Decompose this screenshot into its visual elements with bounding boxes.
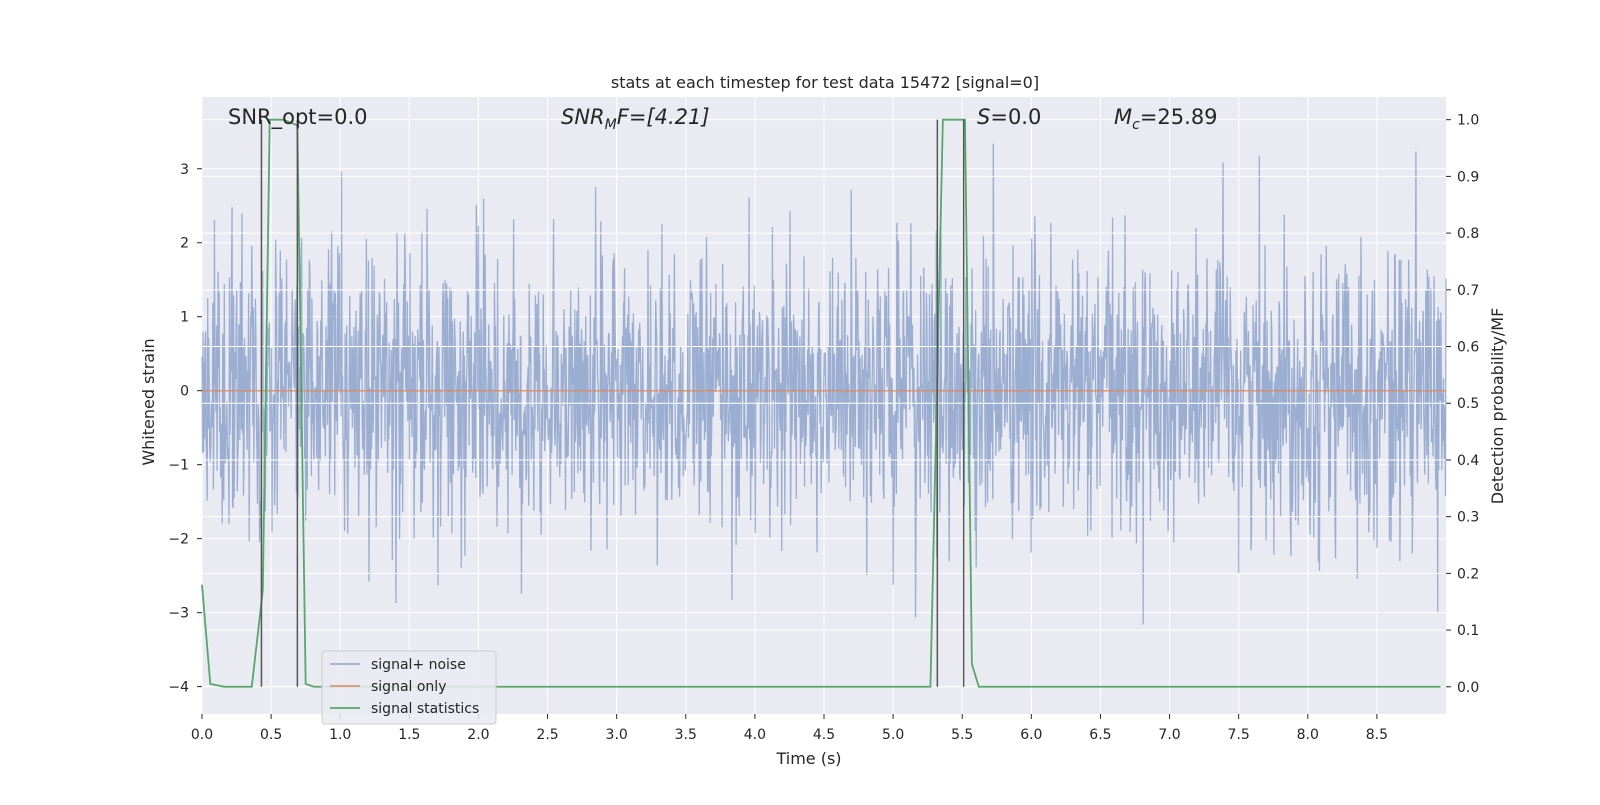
x-tick-label: 2.5 [536,727,558,743]
y-tick-label: −3 [168,606,189,622]
legend-box [321,650,497,725]
x-tick-label: 6.0 [1020,727,1042,743]
annotation-s: S=0.0 [977,105,1041,129]
legend-label-signal-statistics: signal statistics [371,701,479,717]
x-tick-label: 1.5 [398,727,420,743]
x-tick-label: 7.5 [1228,727,1250,743]
x-tick-label: 6.5 [1089,727,1111,743]
y-tick-label: 0 [180,384,189,400]
legend-label-signal-only: signal only [371,679,446,695]
annotation-snr-mf: SNRMF=[4.21] [561,105,710,133]
annotation-s-value: =0.0 [990,105,1041,129]
series-signal-noise-line [201,143,1447,625]
x-tick-label: 0.0 [191,727,213,743]
x-tick-label: 5.0 [882,727,904,743]
x-tick-label: 7.0 [1158,727,1180,743]
annotation-mc-value: =25.89 [1140,105,1218,129]
y-right-tick-label: 0.9 [1457,169,1479,185]
y-right-tick-label: 1.0 [1457,113,1479,129]
x-tick-label: 4.5 [813,727,835,743]
x-tick-label: 0.5 [260,727,282,743]
x-tick-label: 3.5 [675,727,697,743]
y-right-tick-label: 0.6 [1457,340,1479,356]
y-right-tick-label: 0.0 [1457,680,1479,696]
x-axis-label: Time (s) [775,749,841,768]
x-tick-label: 1.0 [329,727,351,743]
legend-label-signal-noise: signal+ noise [371,657,466,673]
x-tick-label: 4.0 [744,727,766,743]
y-tick-label: 2 [180,236,189,252]
y-tick-label: 3 [180,162,189,178]
legend: signal+ noise signal only signal statist… [321,650,497,725]
annotation-snr-mf-rest: F=[4.21] [617,105,710,129]
event-bars [260,119,965,687]
y-right-tick-label: 0.1 [1457,623,1479,639]
ticks: 0.0 0.5 1.0 1.5 2.0 2.5 3.0 3.5 4.0 4.5 5.0 5.5 6.0 6… [168,113,1479,743]
annotation-snr-opt: SNR_opt=0.0 [228,105,368,130]
y-axis-label: Whitened strain [139,338,158,465]
annotation-snr-mf-sub: M [605,117,617,133]
y-tick-label: −2 [168,532,189,548]
annotation-mc: Mc=25.89 [1114,105,1218,133]
y-tick-label: −1 [168,458,189,474]
y-right-tick-label: 0.4 [1457,453,1479,469]
x-tick-label: 5.5 [951,727,973,743]
series-signal-statistics [201,118,1441,688]
y-right-tick-label: 0.2 [1457,566,1479,582]
annotation-mc-label: M [1114,105,1132,129]
y-tick-label: −4 [168,680,189,696]
x-tick-label: 8.0 [1297,727,1319,743]
annotation-s-label: S [977,105,990,129]
y-tick-label: 1 [180,310,189,326]
series-signal-statistics-line [201,118,1441,688]
annotation-mc-sub: c [1132,117,1140,133]
y-right-tick-label: 0.7 [1457,283,1479,299]
annotation-snr-mf-label: SNR [561,105,605,129]
chart-title: stats at each timestep for test data 154… [611,73,1039,92]
y-right-tick-label: 0.3 [1457,510,1479,526]
x-tick-label: 3.0 [606,727,628,743]
x-tick-label: 2.0 [467,727,489,743]
y-right-tick-label: 0.8 [1457,226,1479,242]
x-tick-label: 8.5 [1366,727,1388,743]
y-right-tick-label: 0.5 [1457,396,1479,412]
y-axis-right-label: Detection probability/MF [1488,308,1507,505]
